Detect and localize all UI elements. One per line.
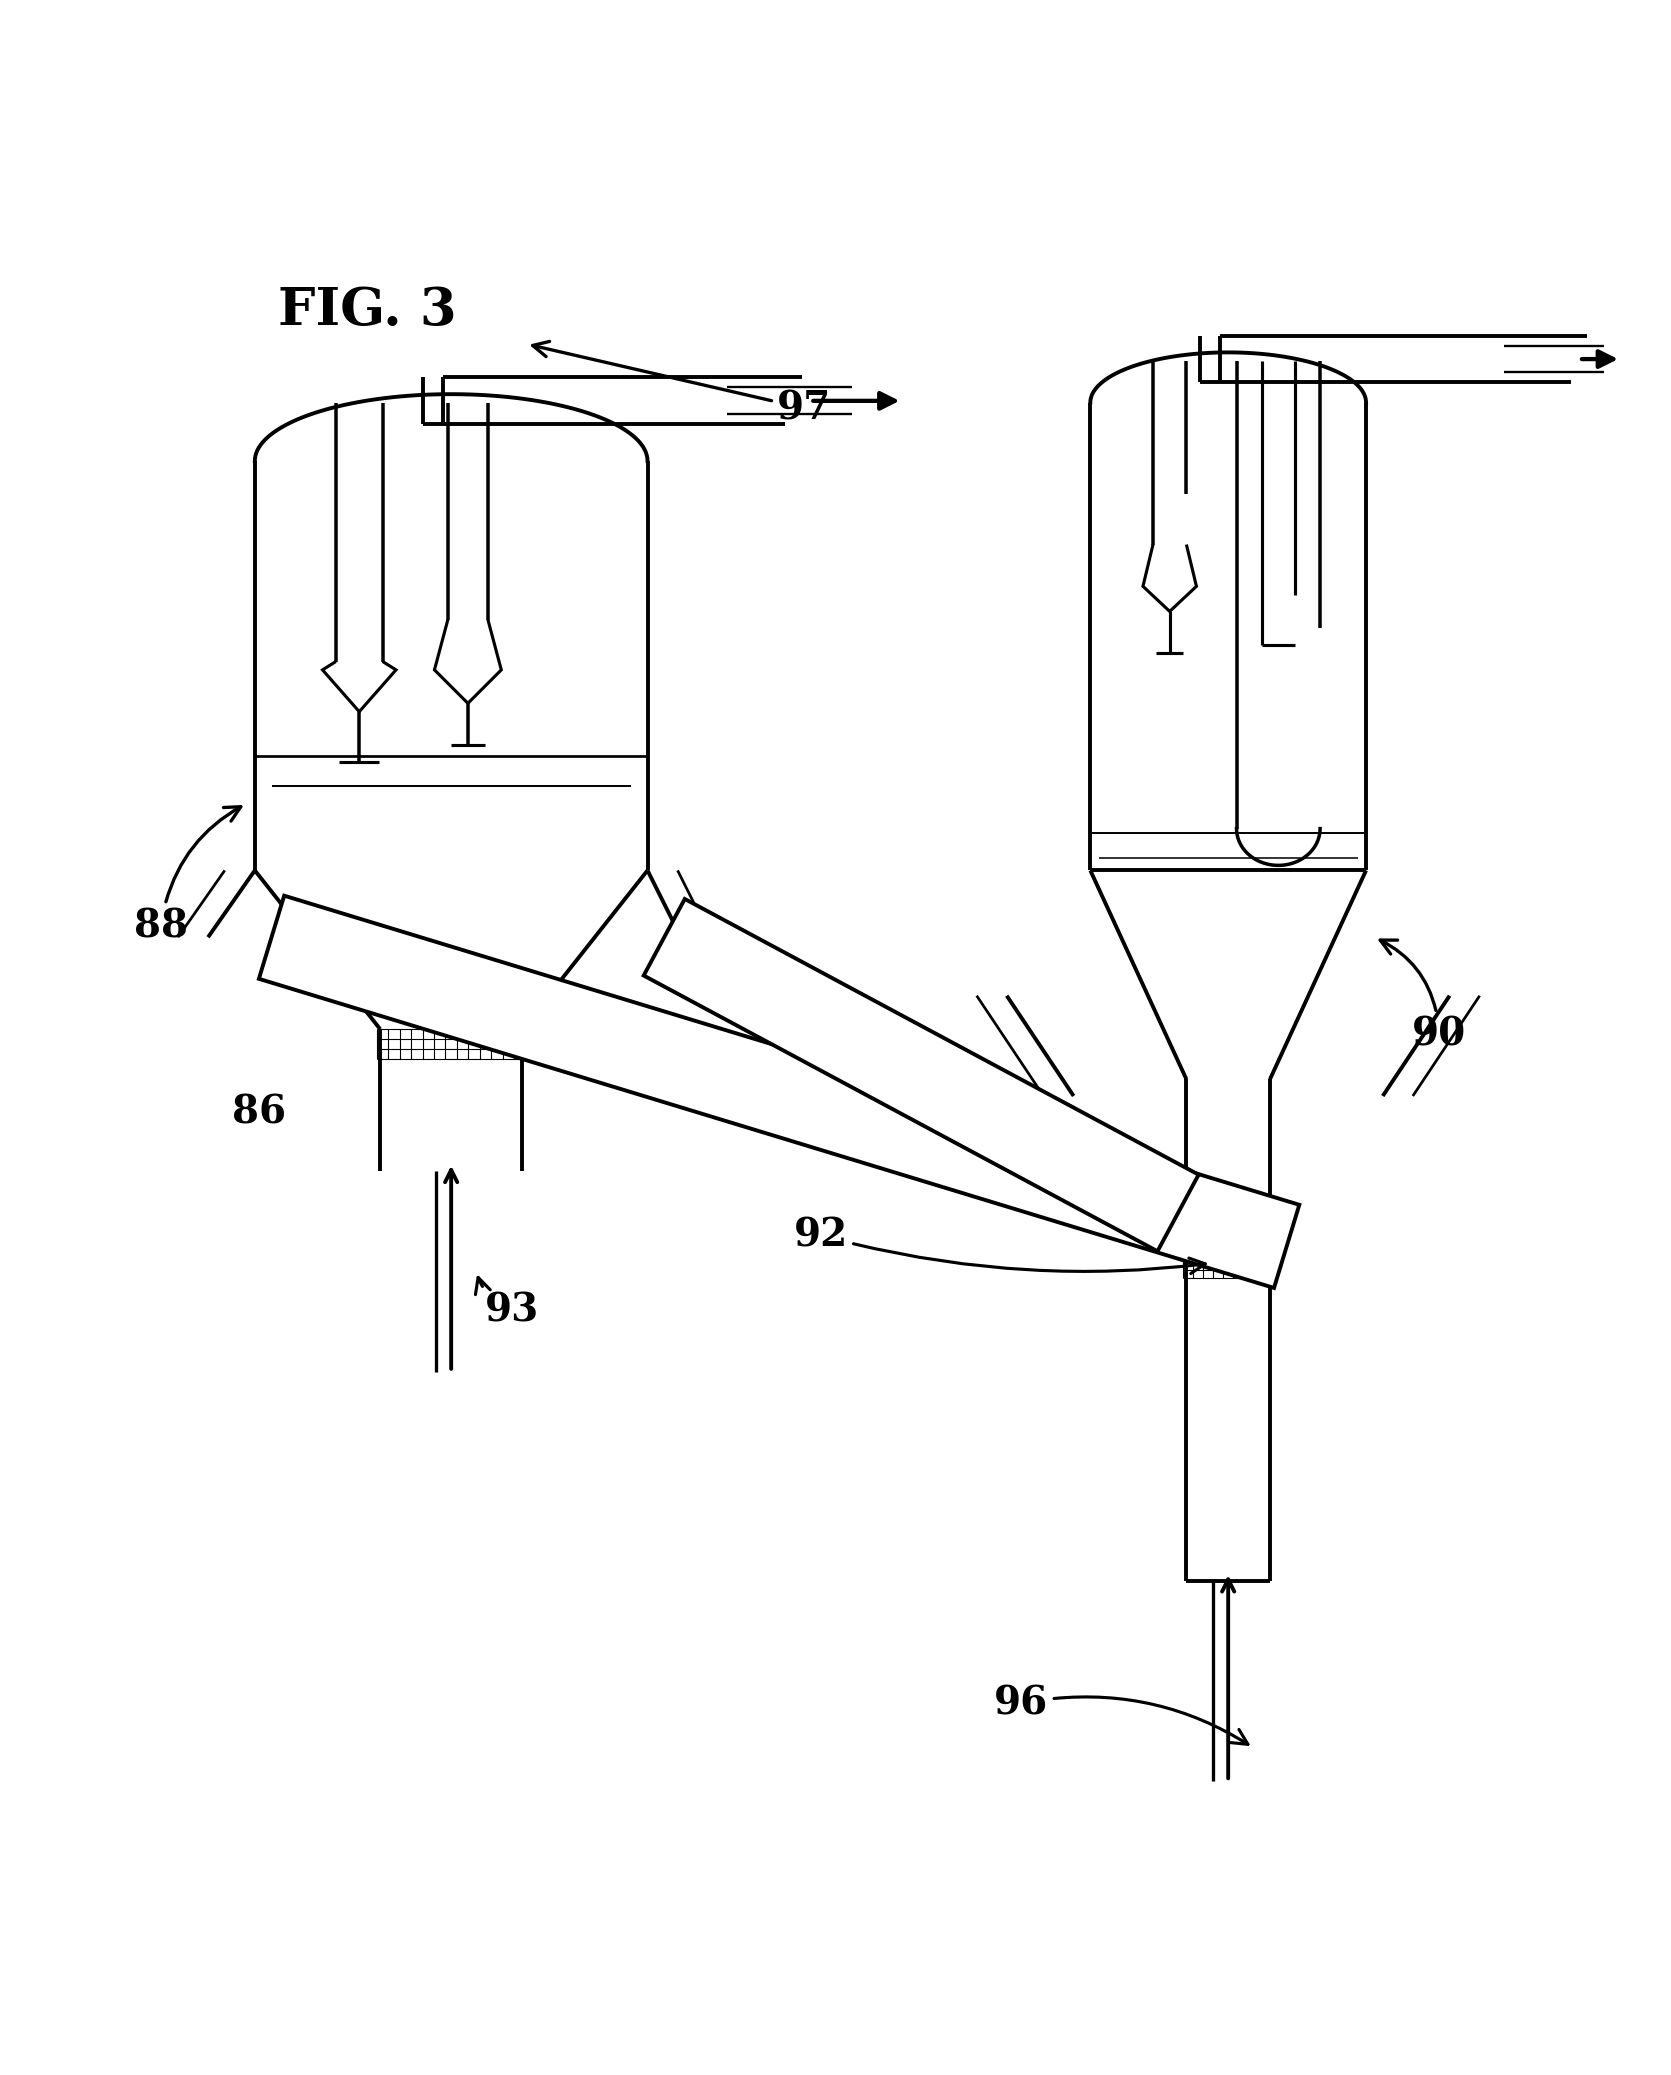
Polygon shape — [643, 898, 1198, 1251]
Polygon shape — [259, 896, 1300, 1289]
Text: 88: 88 — [134, 807, 241, 946]
Text: 86: 86 — [232, 1094, 286, 1131]
Text: 93: 93 — [476, 1278, 538, 1330]
Text: 96: 96 — [994, 1685, 1248, 1745]
Text: 92: 92 — [794, 1216, 1205, 1274]
Text: FIG. 3: FIG. 3 — [279, 284, 456, 336]
Text: 97: 97 — [533, 342, 830, 427]
Text: 90: 90 — [1380, 940, 1465, 1054]
